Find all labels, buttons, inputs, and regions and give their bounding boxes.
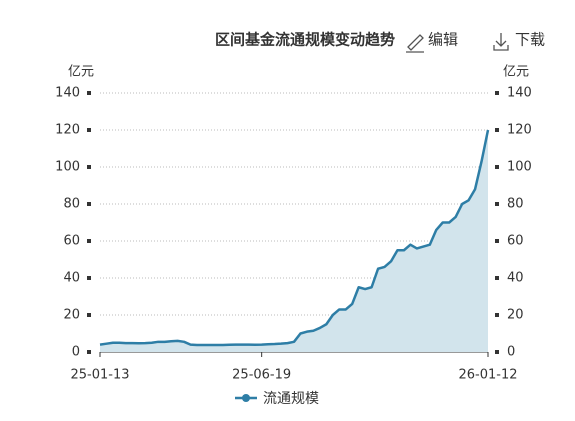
download-button[interactable]: 下载 [493, 31, 545, 51]
y2-tick-label: 60 [507, 234, 524, 249]
y2-tick-mark [495, 313, 499, 317]
x-tick-label: 25-06-19 [232, 368, 291, 383]
y-tick-mark [87, 276, 91, 280]
y-tick-label: 100 [55, 160, 80, 175]
y2-tick-mark [495, 202, 499, 206]
y-tick-label: 80 [63, 197, 80, 212]
y-tick-mark [87, 313, 91, 317]
edit-button[interactable]: 编辑 [406, 31, 458, 53]
chart-title: 区间基金流通规模变动趋势 [215, 31, 395, 49]
series-line [99, 129, 490, 347]
y-tick-mark [87, 202, 91, 206]
y2-tick-mark [495, 350, 499, 354]
download-label: 下载 [515, 31, 545, 49]
legend-label: 流通规模 [263, 391, 319, 407]
y-axis-unit: 亿元 [68, 65, 94, 80]
y2-tick-label: 140 [507, 86, 532, 101]
y-tick-label: 120 [55, 123, 80, 138]
edit-icon [406, 34, 424, 53]
edit-label: 编辑 [428, 31, 458, 49]
y2-tick-label: 40 [507, 271, 524, 286]
legend-marker [242, 394, 250, 402]
y2-tick-label: 0 [507, 345, 515, 360]
y-tick-mark [87, 165, 91, 169]
y2-tick-mark [495, 128, 499, 132]
y-tick-mark [87, 350, 91, 354]
y-tick-label: 20 [63, 308, 80, 323]
y2-tick-label: 100 [507, 160, 532, 175]
download-icon [493, 33, 509, 51]
y2-tick-label: 20 [507, 308, 524, 323]
y-tick-mark [87, 239, 91, 243]
y2-tick-label: 120 [507, 123, 532, 138]
y2-tick-mark [495, 165, 499, 169]
y-tick-mark [87, 128, 91, 132]
area-fill [100, 130, 488, 352]
y-tick-label: 40 [63, 271, 80, 286]
y2-tick-label: 80 [507, 197, 524, 212]
y-tick-label: 0 [72, 345, 80, 360]
x-tick-label: 25-01-13 [70, 368, 129, 383]
y-tick-label: 140 [55, 86, 80, 101]
y-tick-mark [87, 91, 91, 95]
y-tick-label: 60 [63, 234, 80, 249]
y2-tick-mark [495, 91, 499, 95]
y2-tick-mark [495, 239, 499, 243]
y2-tick-mark [495, 276, 499, 280]
y2-axis-unit: 亿元 [503, 65, 529, 80]
x-tick-label: 26-01-12 [458, 368, 517, 383]
